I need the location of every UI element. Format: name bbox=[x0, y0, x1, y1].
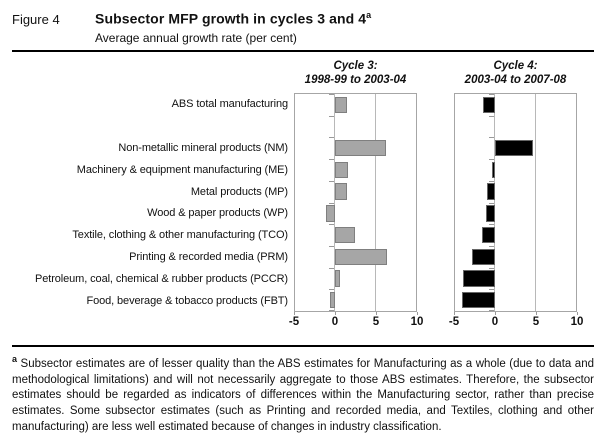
zero-gridline bbox=[494, 94, 496, 311]
cycle4-plot bbox=[454, 93, 577, 312]
zero-gridline bbox=[334, 94, 336, 311]
bar bbox=[485, 205, 496, 222]
axis-tick-label: 10 bbox=[570, 316, 584, 328]
category-label: Printing & recorded media (PRM) bbox=[129, 251, 288, 264]
footnote-text: Subsector estimates are of lesser qualit… bbox=[12, 357, 594, 433]
axis-tick bbox=[577, 312, 578, 315]
cycle3-x-axis: -5 0 5 10 bbox=[289, 312, 423, 334]
bar bbox=[335, 270, 341, 287]
zero-axis-tick bbox=[489, 202, 495, 204]
cycle3-header-name: Cycle 3: bbox=[333, 60, 378, 72]
zero-axis-tick bbox=[489, 180, 495, 182]
zero-axis-tick bbox=[489, 224, 495, 226]
axis-tick-label: 5 bbox=[532, 316, 540, 328]
bar bbox=[335, 183, 348, 200]
cycle4-header-name: Cycle 4: bbox=[493, 60, 538, 72]
gridline bbox=[534, 94, 536, 311]
zero-axis-tick bbox=[489, 94, 495, 95]
category-label: Non-metallic mineral products (NM) bbox=[118, 141, 288, 154]
header-rule bbox=[12, 50, 594, 52]
axis-tick-label: 10 bbox=[410, 316, 424, 328]
category-label: Textile, clothing & other manufacturing … bbox=[72, 229, 288, 242]
axis-tick bbox=[294, 312, 295, 315]
category-labels: ABS total manufacturing Non-metallic mine… bbox=[12, 93, 288, 312]
figure-title: Subsector MFP growth in cycles 3 and 4a bbox=[95, 10, 594, 27]
bar bbox=[335, 226, 356, 244]
bar bbox=[471, 248, 496, 265]
zero-axis-tick bbox=[489, 115, 495, 117]
axis-tick bbox=[417, 312, 418, 315]
zero-axis-tick bbox=[329, 180, 335, 182]
cycle3-header: Cycle 3: 1998-99 to 2003-04 bbox=[294, 56, 417, 93]
zero-axis-tick bbox=[329, 310, 335, 311]
axis-tick-label: 5 bbox=[372, 316, 380, 328]
figure-subtitle: Average annual growth rate (per cent) bbox=[95, 30, 297, 45]
category-label: Machinery & equipment manufacturing (ME) bbox=[76, 163, 288, 176]
category-label: Wood & paper products (WP) bbox=[147, 207, 288, 220]
bar bbox=[463, 270, 496, 287]
zero-axis-tick bbox=[329, 159, 335, 161]
cycle4-x-axis: -5 0 5 10 bbox=[449, 312, 583, 334]
category-label: ABS total manufacturing bbox=[171, 97, 288, 110]
axis-tick bbox=[335, 312, 336, 315]
bar bbox=[335, 140, 387, 157]
category-label: Food, beverage & tobacco products (FBT) bbox=[86, 295, 288, 308]
bar bbox=[492, 161, 496, 179]
zero-axis-tick bbox=[329, 267, 335, 269]
bar bbox=[481, 226, 496, 244]
zero-axis-tick bbox=[489, 267, 495, 269]
zero-axis-tick bbox=[489, 159, 495, 161]
axis-tick-label: -5 bbox=[448, 316, 460, 328]
zero-axis-tick bbox=[489, 137, 495, 139]
gridline bbox=[374, 94, 376, 311]
bar bbox=[487, 183, 496, 200]
axis-tick bbox=[536, 312, 537, 315]
cycle3-plot bbox=[294, 93, 417, 312]
cycle4-header: Cycle 4: 2003-04 to 2007-08 bbox=[454, 56, 577, 93]
zero-axis-tick bbox=[329, 202, 335, 204]
title-footnote-marker: a bbox=[366, 10, 372, 20]
figure-title-text: Subsector MFP growth in cycles 3 and 4 bbox=[95, 10, 367, 27]
bar bbox=[462, 291, 496, 309]
zero-axis-tick bbox=[329, 224, 335, 226]
zero-axis-tick bbox=[329, 94, 335, 95]
bar bbox=[495, 140, 534, 157]
bar bbox=[335, 248, 387, 265]
cycle3-header-period: 1998-99 to 2003-04 bbox=[304, 74, 407, 86]
bar bbox=[325, 205, 336, 222]
title-block: Subsector MFP growth in cycles 3 and 4a … bbox=[95, 10, 594, 45]
axis-tick bbox=[495, 312, 496, 315]
category-spacer bbox=[12, 115, 288, 137]
footnote-marker: a bbox=[12, 354, 18, 364]
axis-tick bbox=[454, 312, 455, 315]
zero-axis-tick bbox=[329, 245, 335, 247]
zero-axis-tick bbox=[329, 115, 335, 117]
axis-tick-label: 0 bbox=[491, 316, 499, 328]
axis-tick-label: -5 bbox=[288, 316, 300, 328]
bar-chart: Cycle 3: 1998-99 to 2003-04 Cycle 4: 200… bbox=[12, 56, 594, 334]
zero-axis-tick bbox=[489, 310, 495, 311]
bar bbox=[483, 96, 496, 114]
figure-label: Figure 4 bbox=[12, 12, 60, 27]
zero-axis-tick bbox=[489, 245, 495, 247]
zero-axis-tick bbox=[489, 289, 495, 291]
zero-axis-tick bbox=[329, 289, 335, 291]
category-label: Petroleum, coal, chemical & rubber produ… bbox=[35, 273, 288, 286]
figure-header: Figure 4 Subsector MFP growth in cycles … bbox=[12, 10, 594, 50]
footnote: a Subsector estimates are of lesser qual… bbox=[12, 352, 594, 435]
cycle4-header-period: 2003-04 to 2007-08 bbox=[464, 74, 567, 86]
footnote-rule bbox=[12, 345, 594, 347]
category-label: Metal products (MP) bbox=[190, 185, 288, 198]
axis-tick-label: 0 bbox=[331, 316, 339, 328]
axis-tick bbox=[376, 312, 377, 315]
bar bbox=[330, 291, 336, 309]
bar bbox=[335, 96, 347, 114]
zero-axis-tick bbox=[329, 137, 335, 139]
bar bbox=[335, 161, 349, 179]
